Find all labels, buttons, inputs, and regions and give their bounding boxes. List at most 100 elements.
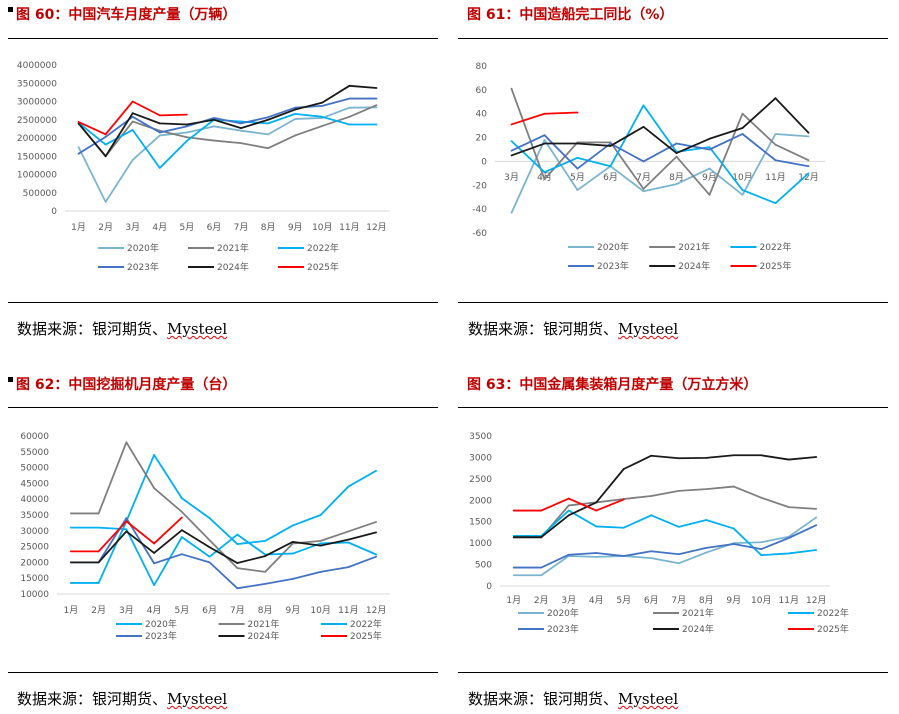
source-prefix: 数据来源：银河期货、 — [468, 690, 619, 708]
data-point — [677, 489, 680, 492]
y-tick-label: 0 — [486, 582, 492, 592]
legend-label: 2024年 — [248, 630, 280, 642]
data-point — [815, 549, 818, 551]
y-tick-label: 40000 — [20, 495, 49, 505]
data-point — [348, 123, 351, 126]
source-note: 数据来源：银河期货、Mysteel — [17, 318, 227, 339]
data-point — [208, 517, 211, 520]
data-point — [347, 566, 350, 569]
legend-label: 2025年 — [350, 630, 382, 642]
series-line-2020年 — [77, 106, 377, 203]
data-point — [708, 193, 711, 196]
data-point — [180, 510, 183, 513]
data-point — [125, 528, 128, 531]
data-point — [677, 562, 680, 565]
data-point — [375, 123, 378, 126]
x-tick-label: 9月 — [288, 222, 303, 233]
source-brand: Mysteel — [618, 690, 679, 708]
data-point — [510, 140, 513, 143]
data-point — [348, 84, 351, 87]
data-point — [180, 553, 183, 556]
chart-container-production: 0 500 1000 1500 2000 2500 3000 3500 1月 2月 3月 4月 5月 6月… — [469, 432, 849, 635]
data-point — [760, 496, 763, 499]
data-point — [622, 468, 625, 470]
data-point — [512, 574, 515, 577]
x-tick-label: 11月 — [765, 172, 785, 183]
data-point — [705, 546, 708, 549]
data-point — [642, 104, 645, 107]
data-point — [131, 115, 134, 118]
data-point — [540, 574, 543, 577]
data-point — [264, 570, 267, 573]
y-tick-label: 1500 — [469, 518, 492, 528]
x-tick-label: 9月 — [726, 595, 741, 606]
data-point — [609, 142, 612, 145]
data-point — [240, 122, 242, 125]
x-tick-label: 3月 — [125, 222, 140, 233]
data-point — [267, 116, 270, 119]
title-text: 图 60：中国汽车月度产量（万辆） — [16, 7, 237, 23]
x-tick-label: 11月 — [339, 222, 359, 233]
series-line-2024年 — [513, 454, 817, 539]
data-point — [543, 134, 546, 137]
legend-label: 2020年 — [597, 241, 629, 253]
data-point — [69, 550, 72, 553]
data-point — [69, 582, 72, 584]
data-point — [104, 133, 107, 136]
series-line-2024年 — [70, 529, 377, 564]
data-point — [321, 115, 324, 118]
title-text: 图 63：中国金属集装箱月度产量（万立方米） — [467, 377, 758, 393]
data-point — [375, 97, 378, 100]
data-point — [595, 552, 598, 554]
data-point — [236, 562, 239, 564]
data-point — [543, 139, 546, 141]
x-tick-label: 1月 — [64, 605, 79, 616]
data-point — [774, 202, 777, 205]
data-point — [153, 454, 156, 456]
data-point — [650, 495, 653, 497]
y-tick-label: 20 — [476, 134, 488, 144]
y-tick-label: 1500000 — [17, 152, 57, 162]
legend-label: 2025年 — [817, 623, 849, 635]
data-point — [104, 155, 107, 158]
data-point — [240, 120, 242, 123]
y-tick-label: 25000 — [20, 543, 49, 553]
data-point — [375, 87, 378, 89]
data-point — [240, 127, 242, 130]
data-point — [787, 506, 790, 509]
data-point — [347, 530, 350, 533]
divider — [458, 302, 888, 303]
data-point — [236, 543, 239, 545]
x-tick-label: 8月 — [699, 595, 714, 606]
data-point — [540, 536, 543, 539]
series-line-2020年 — [70, 454, 377, 584]
data-point — [158, 129, 161, 132]
legend-label: 2022年 — [350, 618, 382, 630]
legend-label: 2021年 — [217, 242, 249, 254]
data-point — [131, 129, 134, 131]
divider — [458, 672, 888, 673]
legend-label: 2025年 — [760, 260, 792, 272]
x-tick-label: 6月 — [603, 172, 618, 183]
data-point — [77, 146, 80, 149]
source-note: 数据来源：银河期货、Mysteel — [468, 688, 678, 709]
data-point — [131, 159, 134, 161]
source-brand: Mysteel — [618, 320, 679, 338]
data-point — [675, 155, 678, 158]
data-point — [760, 454, 763, 457]
data-point — [705, 456, 708, 459]
divider — [458, 407, 888, 408]
data-point — [104, 136, 107, 138]
data-point — [291, 552, 294, 555]
y-tick-label: 0 — [481, 157, 487, 167]
data-point — [543, 171, 546, 174]
source-prefix: 数据来源：银河期货、 — [17, 690, 168, 708]
data-point — [185, 136, 188, 139]
data-point — [375, 531, 378, 534]
data-point — [760, 541, 763, 544]
data-point — [213, 125, 215, 128]
y-tick-label: 60000 — [20, 432, 49, 442]
data-point — [815, 516, 818, 519]
y-tick-label: 3500 — [469, 432, 492, 442]
